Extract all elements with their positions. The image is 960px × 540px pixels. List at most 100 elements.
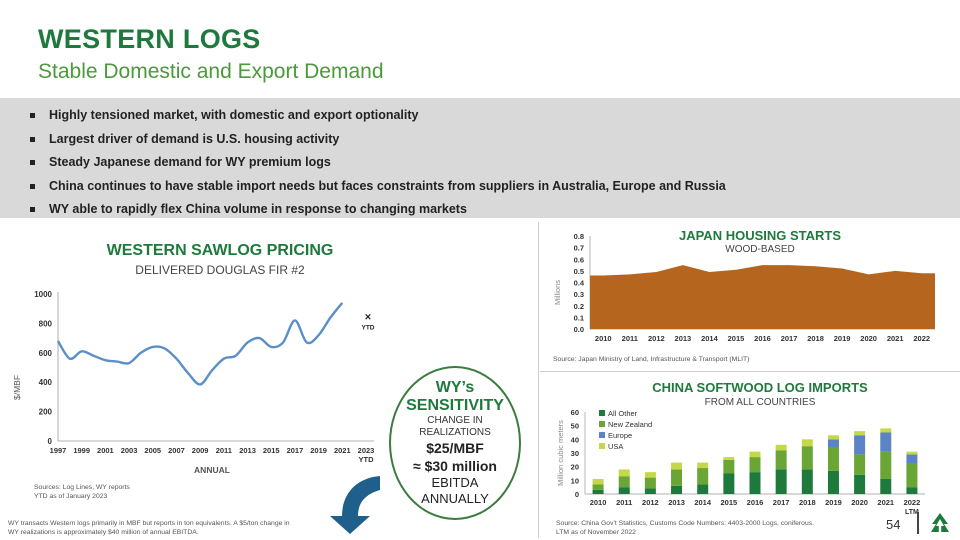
bullet-square-icon <box>30 113 35 118</box>
china-bar-segment <box>775 469 787 494</box>
china-bar-segment <box>854 474 866 494</box>
japan-source-note: Source: Japan Ministry of Land, Infrastr… <box>553 356 750 363</box>
china-y-tick-label: 30 <box>571 449 579 458</box>
sawlog-x-tick-label: 2023 <box>358 446 375 455</box>
bullet-item: WY able to rapidly flex China volume in … <box>30 200 726 224</box>
japan-x-tick-label: 2015 <box>728 334 745 343</box>
china-bar-segment <box>906 487 918 494</box>
japan-chart-subtitle: WOOD-BASED <box>725 244 795 255</box>
china-x-tick-label: 2017 <box>773 498 790 507</box>
china-x-tick-label: 2015 <box>721 498 738 507</box>
sawlog-ytd-marker: × <box>365 312 371 324</box>
china-bar-segment <box>618 469 630 477</box>
sawlog-chart-title: WESTERN SAWLOG PRICING <box>106 242 334 259</box>
china-y-tick-label: 50 <box>571 422 579 431</box>
japan-y-tick-label: 0.8 <box>574 232 584 241</box>
sensitivity-line1: WY’s <box>435 379 475 396</box>
china-bar-segment <box>880 432 892 452</box>
china-bar-segment <box>723 457 735 460</box>
sawlog-price-chart: 0 200 400 600 800 1000 1997 1999 2001 2003 2005 200… <box>12 290 375 475</box>
sensitivity-line4: $25/MBF <box>426 440 484 456</box>
sawlog-x-tick-label: 2009 <box>192 446 209 455</box>
china-legend-swatch <box>599 421 605 427</box>
china-x-tick-label: 2020 <box>851 498 868 507</box>
key-points-band: Highly tensioned market, with domestic a… <box>0 98 960 218</box>
sensitivity-callout: WY’s SENSITIVITY CHANGE IN REALIZATIONS … <box>389 366 521 520</box>
bullet-text: WY able to rapidly flex China volume in … <box>49 202 467 216</box>
bullet-square-icon <box>30 207 35 212</box>
sawlog-x-tick-label: 2021 <box>334 446 351 455</box>
bullet-square-icon <box>30 183 35 189</box>
china-bar-segment <box>906 451 918 455</box>
japan-x-tick-label: 2012 <box>648 334 665 343</box>
china-bar-segment <box>749 472 761 494</box>
japan-x-tick-label: 2014 <box>701 334 719 343</box>
japan-x-tick-label: 2021 <box>887 334 904 343</box>
page-title: WESTERN LOGS <box>38 24 261 54</box>
japan-x-tick-label: 2020 <box>860 334 877 343</box>
china-bar-segment <box>906 454 918 464</box>
china-x-tick-label: 2011 <box>616 498 632 507</box>
sawlog-x-tick-label: 2003 <box>121 446 138 455</box>
china-legend-swatch <box>599 443 605 449</box>
japan-chart-title: JAPAN HOUSING STARTS <box>678 228 842 243</box>
key-points-list: Highly tensioned market, with domestic a… <box>30 106 726 224</box>
page-number: 54 <box>886 517 901 532</box>
sawlog-y-tick-label: 400 <box>39 378 53 387</box>
sawlog-chart-subtitle: DELIVERED DOUGLAS FIR #2 <box>135 263 305 277</box>
japan-y-axis-title: Millions <box>553 280 562 305</box>
japan-y-tick-label: 0.3 <box>574 290 584 299</box>
china-x-tick-label: 2016 <box>747 498 764 507</box>
china-legend-label: All Other <box>608 409 638 418</box>
china-bar-segment <box>854 454 866 475</box>
japan-x-tick-label: 2018 <box>807 334 824 343</box>
horizontal-divider <box>540 371 960 372</box>
sawlog-x-tick-label: 1999 <box>73 446 90 455</box>
sawlog-ytd-label: YTD <box>362 325 375 332</box>
bullet-item: Largest driver of demand is U.S. housing… <box>30 130 726 154</box>
china-bar-segment <box>723 473 735 494</box>
china-bar-segment <box>671 485 683 494</box>
page-subtitle: Stable Domestic and Export Demand <box>38 60 384 83</box>
china-x-tick-label: 2014 <box>694 498 712 507</box>
sawlog-x-tick-label: 2011 <box>216 446 232 455</box>
china-bar-segment <box>801 446 813 470</box>
bullet-text: Steady Japanese demand for WY premium lo… <box>49 155 331 169</box>
japan-x-tick-label: 2013 <box>675 334 692 343</box>
sawlog-x-tick-label: 2005 <box>144 446 161 455</box>
china-y-tick-label: 10 <box>571 476 579 485</box>
japan-x-tick-label: 2010 <box>595 334 612 343</box>
china-bar-segment <box>827 435 839 440</box>
china-legend-label: Europe <box>608 431 632 440</box>
china-bar-segment <box>749 451 761 458</box>
footnote-line1: WY transacts Western logs primarily in M… <box>8 520 290 527</box>
japan-x-tick-label: 2017 <box>781 334 798 343</box>
sawlog-y-axis-title: $/MBF <box>12 375 22 400</box>
china-x-tick-label: 2022 <box>904 498 921 507</box>
japan-y-tick-label: 0.5 <box>574 267 584 276</box>
sawlog-price-series-line <box>56 302 344 386</box>
sawlog-ytd-note: YTD as of January 2023 <box>34 493 108 500</box>
bullet-square-icon <box>30 136 35 142</box>
china-x-tick-label: 2021 <box>877 498 894 507</box>
sensitivity-line7: ANNUALLY <box>421 491 489 506</box>
japan-y-tick-label: 0.2 <box>574 302 584 311</box>
vertical-divider <box>538 222 539 538</box>
bullet-text: China continues to have stable import ne… <box>49 178 726 193</box>
sawlog-y-tick-label: 0 <box>48 437 53 446</box>
sawlog-x-axis-title: ANNUAL <box>194 465 230 475</box>
china-y-tick-label: 20 <box>571 463 579 472</box>
china-bar-segment <box>671 462 683 470</box>
china-legend-label: USA <box>608 442 623 451</box>
china-bar-segment <box>880 451 892 479</box>
sawlog-x-tick-label: 2019 <box>310 446 327 455</box>
china-source-line1: Source: China Gov’t Statistics, Customs … <box>556 520 815 527</box>
sensitivity-line2: SENSITIVITY <box>406 397 504 414</box>
china-x-tick-sublabel: LTM <box>905 509 919 516</box>
curved-arrow-icon <box>330 476 380 534</box>
china-bar-segment <box>592 478 604 485</box>
japan-y-tick-label: 0.4 <box>574 279 585 288</box>
bullet-item: Highly tensioned market, with domestic a… <box>30 106 726 130</box>
bullet-square-icon <box>30 160 35 165</box>
china-bar-segment <box>592 489 604 494</box>
